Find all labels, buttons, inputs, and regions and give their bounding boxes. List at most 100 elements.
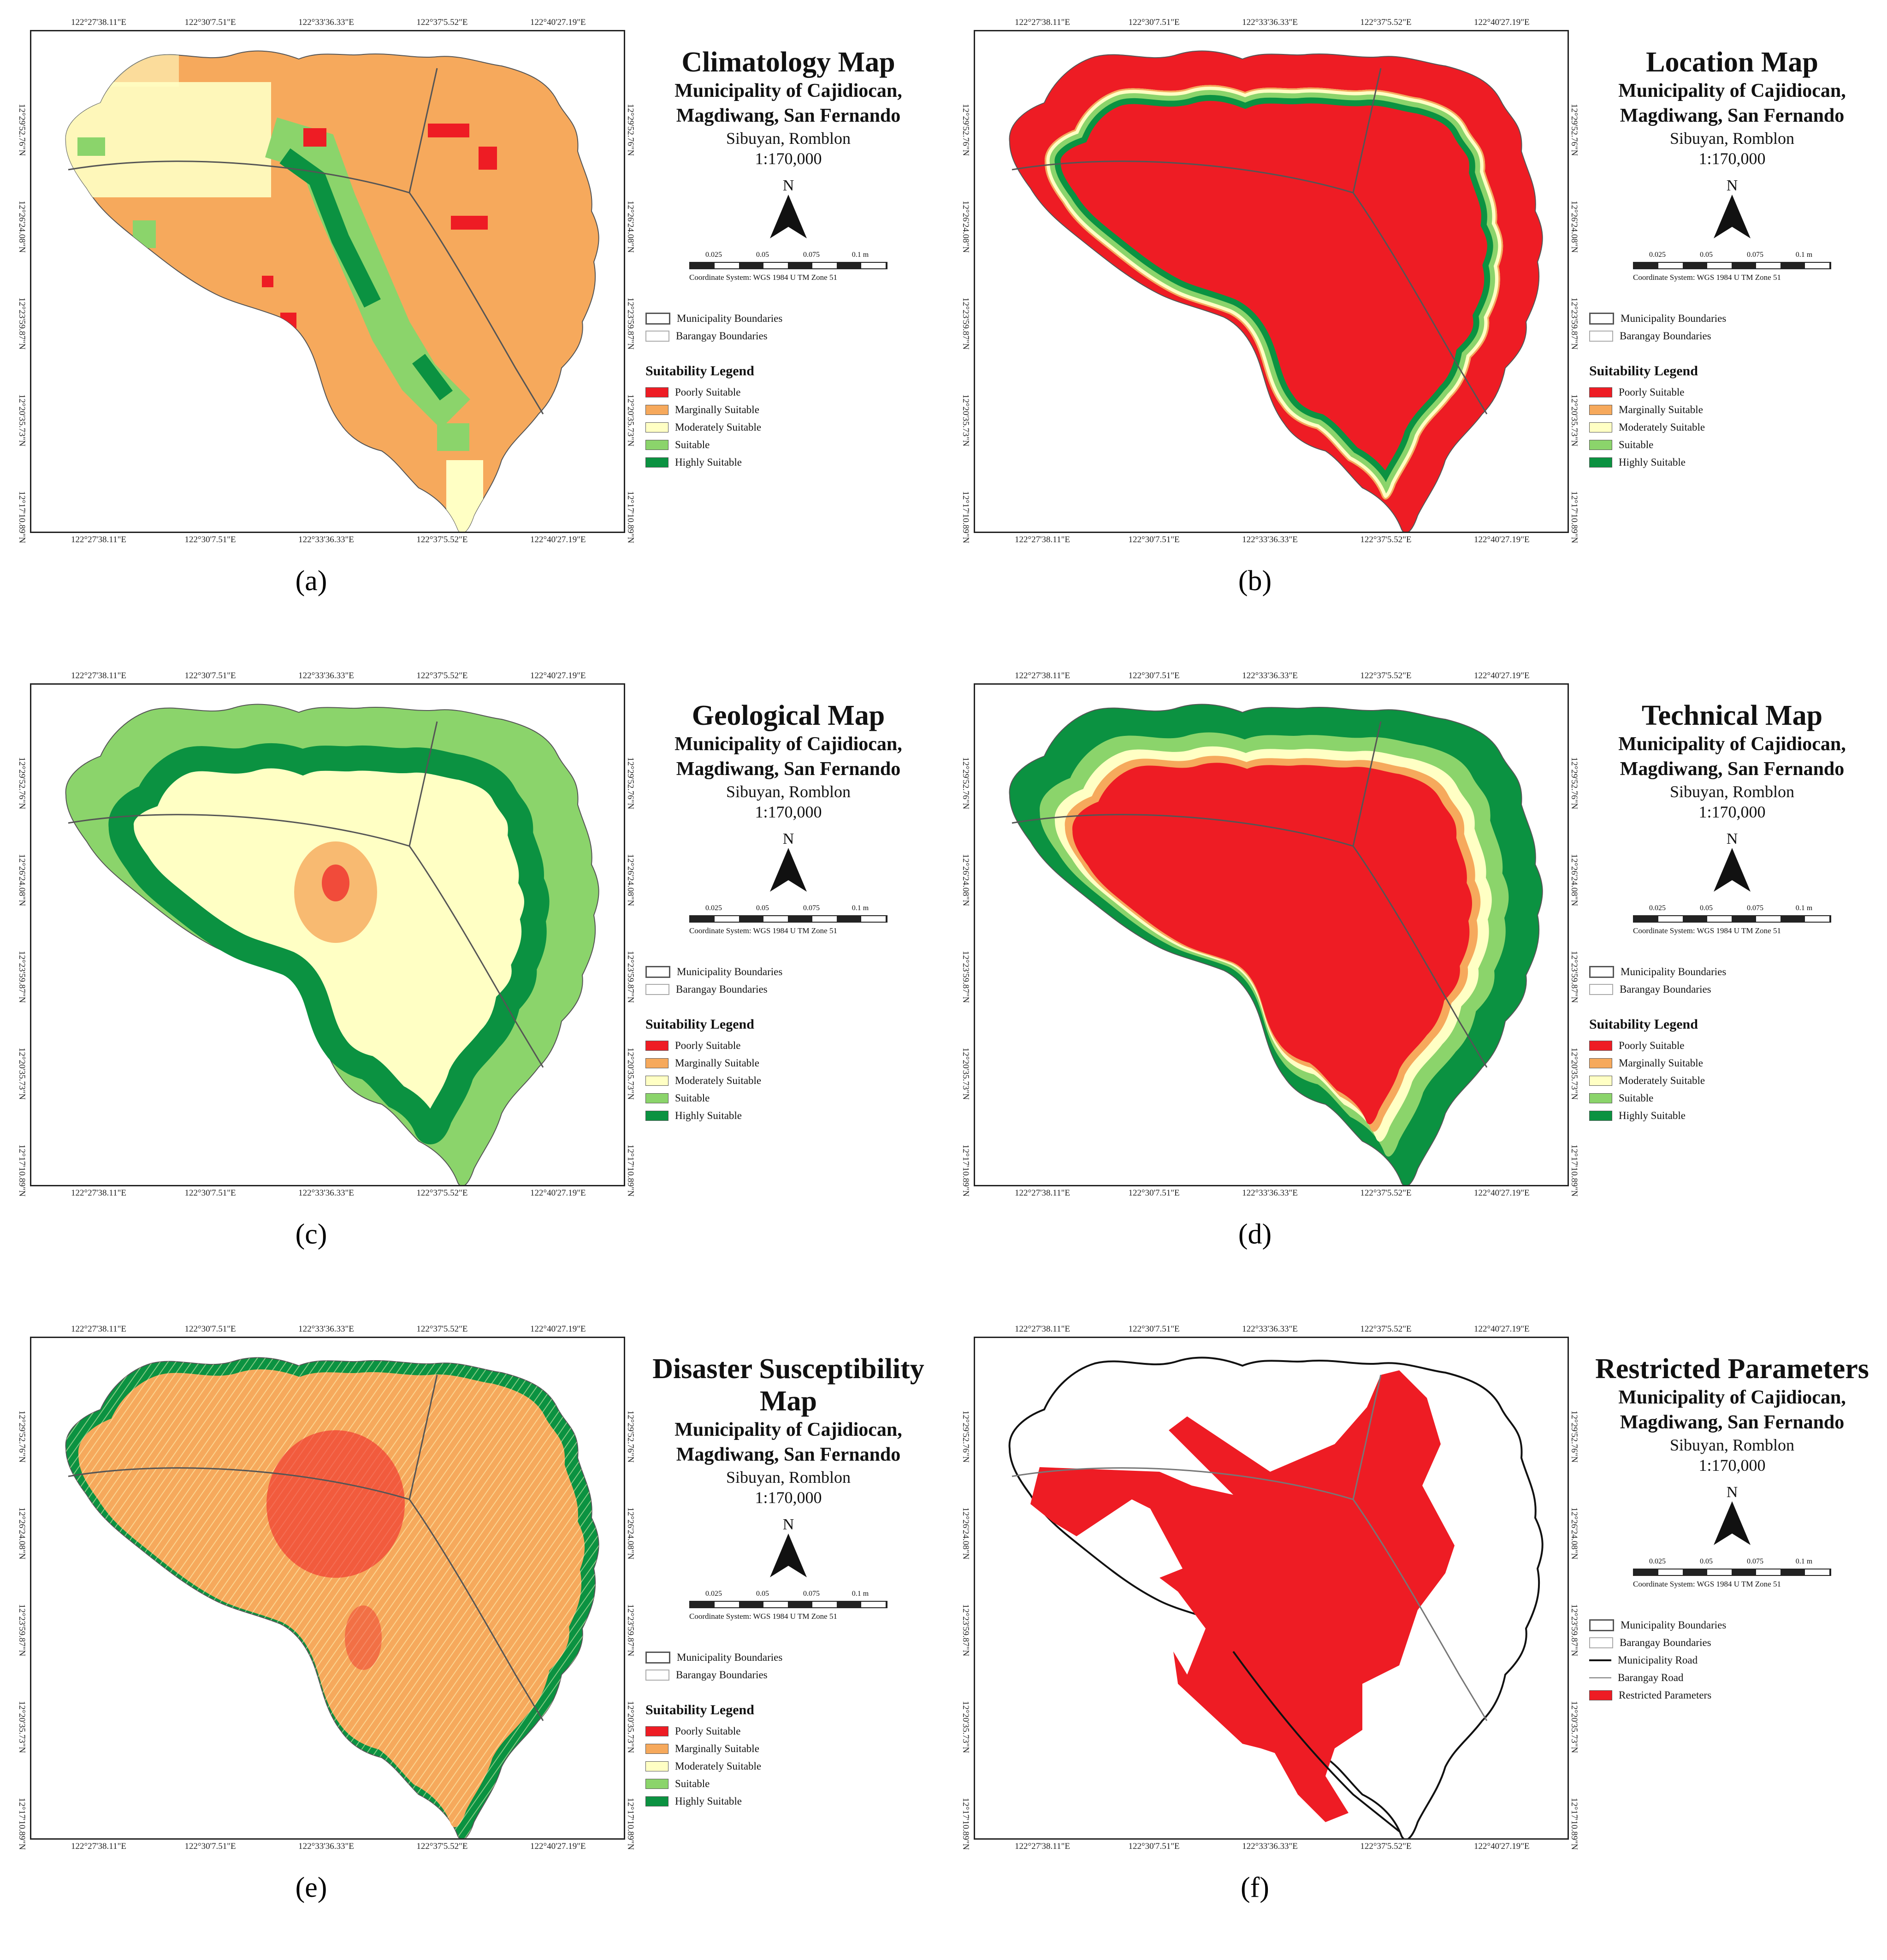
longitude-tick-label: 122°27'38.11"E bbox=[1015, 18, 1070, 27]
legend-item: Highly Suitable bbox=[675, 1795, 742, 1807]
scale-label: 0.05 bbox=[1700, 904, 1713, 912]
latitude-tick-label: 12°29'52.76"N bbox=[961, 104, 970, 156]
scale-label: 0.075 bbox=[1747, 904, 1763, 912]
legend-b: Location Map Municipality of Cajidiocan,… bbox=[1580, 46, 1884, 471]
latitude-tick-label: 12°26'24.08"N bbox=[1569, 201, 1579, 253]
map-title: Climatology Map bbox=[681, 47, 895, 78]
legend-item: Poorly Suitable bbox=[675, 386, 741, 398]
latitude-tick-label: 12°29'52.76"N bbox=[1569, 757, 1579, 810]
province: Sibuyan, Romblon bbox=[726, 1468, 851, 1486]
longitude-tick-label: 122°33'36.33"E bbox=[1242, 535, 1298, 545]
legend-item: Moderately Suitable bbox=[675, 1760, 762, 1772]
municipality-line1: Municipality of Cajidiocan, bbox=[674, 734, 902, 755]
municipality-line1: Municipality of Cajidiocan, bbox=[674, 80, 902, 101]
legend-item: Moderately Suitable bbox=[1619, 1075, 1705, 1086]
legend-item: Marginally Suitable bbox=[675, 404, 759, 415]
legend-item: Marginally Suitable bbox=[675, 1057, 759, 1069]
scale-label: 0.025 bbox=[1649, 251, 1666, 259]
latitude-tick-label: 12°20'35.73"N bbox=[1569, 394, 1579, 447]
map-panel-a: Climatology Map Municipality of Cajidioc… bbox=[0, 0, 943, 653]
latitude-tick-label: 12°29'52.76"N bbox=[961, 757, 970, 810]
latitude-tick-label: 12°20'35.73"N bbox=[961, 1048, 970, 1100]
longitude-tick-label: 122°40'27.19"E bbox=[530, 1324, 586, 1334]
scale-text: 1:170,000 bbox=[1698, 803, 1766, 821]
scale-bar: 0.025 0.05 0.075 0.1 m Coordinate System… bbox=[689, 251, 887, 282]
boundary-legend: Municipality Boundaries Barangay Boundar… bbox=[636, 310, 941, 345]
suitability-legend: Poorly Suitable Marginally Suitable Mode… bbox=[1580, 384, 1884, 471]
latitude-tick-label: 12°23'59.87"N bbox=[626, 1604, 635, 1657]
municipality-line2: Magdiwang, San Fernando bbox=[1620, 105, 1845, 126]
latitude-tick-label: 12°17'10.89"N bbox=[626, 1144, 635, 1197]
latitude-tick-label: 12°23'59.87"N bbox=[1569, 951, 1579, 1003]
north-arrow-icon: N bbox=[768, 830, 809, 892]
province: Sibuyan, Romblon bbox=[726, 782, 851, 801]
coordinate-system: Coordinate System: WGS 1984 U TM Zone 51 bbox=[689, 926, 837, 935]
scale-bar: 0.025 0.05 0.075 0.1 m Coordinate System… bbox=[689, 1590, 887, 1621]
coordinate-system: Coordinate System: WGS 1984 U TM Zone 51 bbox=[689, 1612, 837, 1621]
latitude-tick-label: 12°26'24.08"N bbox=[626, 1507, 635, 1560]
longitude-tick-label: 122°30'7.51"E bbox=[184, 1842, 236, 1851]
longitude-tick-label: 122°40'27.19"E bbox=[530, 535, 586, 545]
scale-text: 1:170,000 bbox=[755, 803, 822, 821]
legend-item: Poorly Suitable bbox=[675, 1040, 741, 1051]
longitude-tick-label: 122°37'5.52"E bbox=[1360, 535, 1412, 545]
legend-item: Suitable bbox=[1619, 1092, 1654, 1104]
legend-item: Poorly Suitable bbox=[1619, 386, 1685, 398]
latitude-tick-label: 12°26'24.08"N bbox=[1569, 1507, 1579, 1560]
latitude-tick-label: 12°29'52.76"N bbox=[1569, 104, 1579, 156]
municipality-line2: Magdiwang, San Fernando bbox=[1620, 1412, 1845, 1433]
latitude-tick-label: 12°23'59.87"N bbox=[17, 1604, 27, 1657]
latitude-tick-label: 12°26'24.08"N bbox=[961, 1507, 970, 1560]
scale-label: 0.075 bbox=[803, 904, 820, 912]
longitude-tick-label: 122°33'36.33"E bbox=[1242, 1842, 1298, 1851]
latitude-tick-label: 12°17'10.89"N bbox=[1569, 1798, 1579, 1850]
municipality-line1: Municipality of Cajidiocan, bbox=[674, 1419, 902, 1440]
legend-item: Marginally Suitable bbox=[1619, 1057, 1703, 1069]
longitude-tick-label: 122°37'5.52"E bbox=[1360, 1842, 1412, 1851]
map-panel-d: Technical Map Municipality of Cajidiocan… bbox=[944, 653, 1887, 1307]
north-label: N bbox=[782, 177, 794, 194]
longitude-tick-label: 122°40'27.19"E bbox=[1473, 1188, 1530, 1198]
latitude-tick-label: 12°17'10.89"N bbox=[961, 1798, 970, 1850]
longitude-tick-label: 122°40'27.19"E bbox=[1473, 1324, 1530, 1334]
latitude-tick-label: 12°17'10.89"N bbox=[17, 1144, 27, 1197]
suitability-legend: Poorly Suitable Marginally Suitable Mode… bbox=[636, 1723, 941, 1810]
longitude-tick-label: 122°27'38.11"E bbox=[1015, 671, 1070, 681]
scale-label: 0.075 bbox=[1747, 1557, 1763, 1565]
north-label: N bbox=[1726, 830, 1738, 847]
map-panel-b: Location Map Municipality of Cajidiocan,… bbox=[944, 0, 1887, 653]
scale-label: 0.075 bbox=[803, 1590, 820, 1598]
map-frame bbox=[30, 1337, 625, 1840]
longitude-tick-label: 122°33'36.33"E bbox=[298, 535, 354, 545]
longitude-tick-label: 122°30'7.51"E bbox=[1128, 535, 1180, 545]
technical-map bbox=[1009, 704, 1543, 1185]
longitude-tick-label: 122°33'36.33"E bbox=[1242, 1188, 1298, 1198]
latitude-tick-label: 12°23'59.87"N bbox=[1569, 1604, 1579, 1657]
north-label: N bbox=[1726, 1484, 1738, 1501]
longitude-tick-label: 122°37'5.52"E bbox=[416, 18, 468, 27]
suitability-legend-title: Suitability Legend bbox=[645, 1017, 754, 1032]
latitude-tick-label: 12°26'24.08"N bbox=[626, 201, 635, 253]
boundary-legend: Municipality Boundaries Barangay Boundar… bbox=[636, 963, 941, 998]
map-frame bbox=[974, 30, 1569, 533]
municipality-line2: Magdiwang, San Fernando bbox=[676, 1444, 901, 1465]
latitude-tick-label: 12°20'35.73"N bbox=[626, 1701, 635, 1753]
scale-label: 0.05 bbox=[1700, 251, 1713, 259]
map-title: Restricted Parameters bbox=[1595, 1353, 1869, 1385]
province: Sibuyan, Romblon bbox=[1669, 782, 1795, 801]
longitude-tick-label: 122°37'5.52"E bbox=[1360, 18, 1412, 27]
scale-label: 0.1 m bbox=[1795, 904, 1813, 912]
panel-label: (b) bbox=[1238, 565, 1272, 597]
longitude-tick-label: 122°33'36.33"E bbox=[298, 671, 354, 681]
legend-item: Suitable bbox=[675, 1092, 710, 1104]
longitude-tick-label: 122°27'38.11"E bbox=[71, 1188, 126, 1198]
map-panel-c: Geological Map Municipality of Cajidioca… bbox=[0, 653, 943, 1307]
legend-item: Municipality Boundaries bbox=[677, 1652, 783, 1663]
legend-item: Suitable bbox=[675, 1778, 710, 1789]
scale-label: 0.05 bbox=[756, 904, 769, 912]
coordinate-system: Coordinate System: WGS 1984 U TM Zone 51 bbox=[689, 273, 837, 282]
latitude-tick-label: 12°29'52.76"N bbox=[17, 1410, 27, 1463]
legend-item: Municipality Boundaries bbox=[1621, 966, 1727, 977]
latitude-tick-label: 12°29'52.76"N bbox=[17, 757, 27, 810]
latitude-tick-label: 12°17'10.89"N bbox=[961, 491, 970, 544]
